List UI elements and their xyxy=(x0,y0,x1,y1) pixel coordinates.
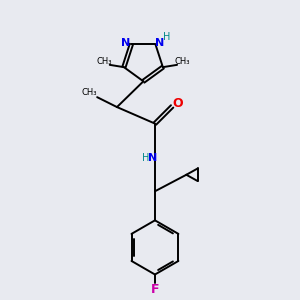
Text: N: N xyxy=(155,38,165,48)
Text: O: O xyxy=(172,97,183,110)
Text: N: N xyxy=(122,38,131,48)
Text: CH₃: CH₃ xyxy=(96,57,112,66)
Text: N: N xyxy=(148,153,157,163)
Text: F: F xyxy=(151,283,159,296)
Text: H: H xyxy=(142,153,149,163)
Text: CH₃: CH₃ xyxy=(82,88,97,97)
Text: CH₃: CH₃ xyxy=(175,57,190,66)
Text: H: H xyxy=(163,32,171,42)
